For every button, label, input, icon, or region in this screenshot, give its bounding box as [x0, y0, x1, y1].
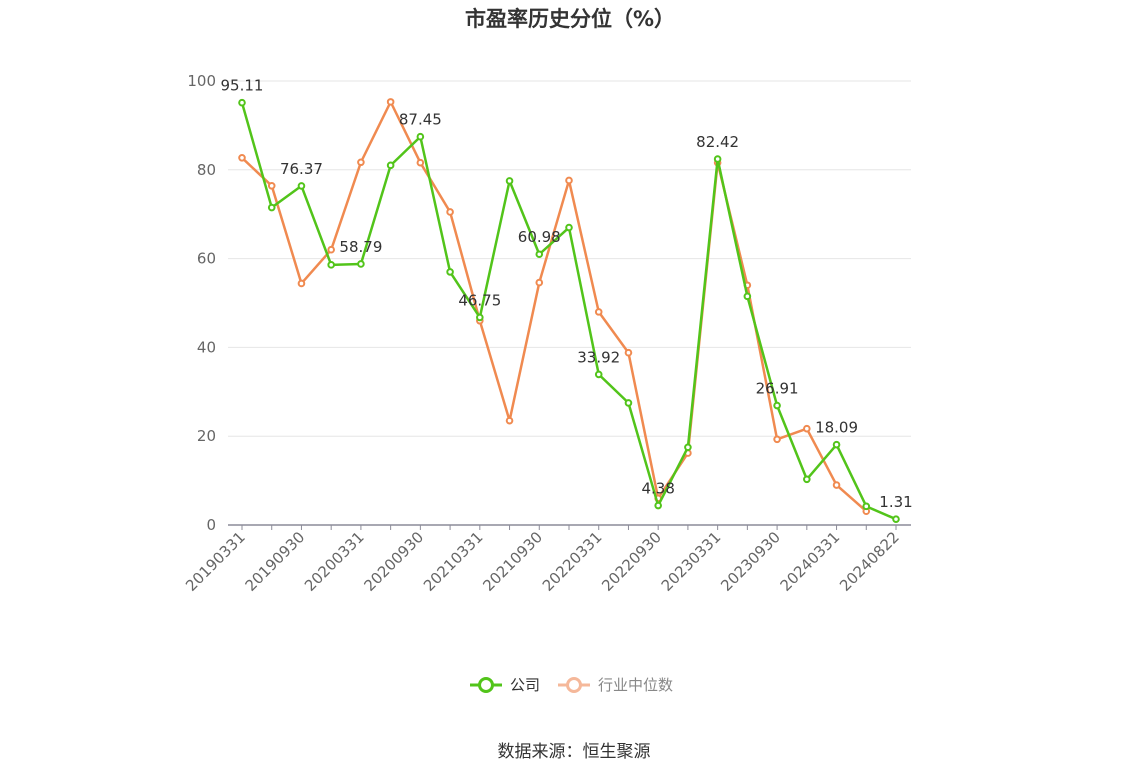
data-label: 76.37	[280, 160, 323, 178]
chart-title: 市盈率历史分位（%）	[465, 7, 675, 31]
x-tick-label: 20200331	[301, 528, 368, 595]
x-tick-label: 20230930	[717, 528, 784, 595]
y-tick-label: 60	[197, 250, 216, 268]
data-label: 58.79	[339, 238, 382, 256]
x-tick-label: 20200930	[360, 528, 427, 595]
x-tick-label: 20220331	[539, 528, 606, 595]
legend[interactable]: 公司 行业中位数	[470, 676, 673, 694]
data-point[interactable]	[862, 502, 871, 511]
data-point[interactable]	[327, 261, 335, 269]
data-label: 60.98	[518, 228, 561, 246]
legend-item-company[interactable]: 公司	[470, 676, 540, 694]
data-point[interactable]	[803, 475, 811, 484]
data-label: 82.42	[696, 133, 739, 151]
data-point[interactable]	[832, 440, 841, 449]
data-point[interactable]	[386, 161, 395, 170]
data-point[interactable]	[624, 399, 633, 407]
data-point[interactable]	[505, 416, 514, 425]
data-point[interactable]	[238, 154, 246, 162]
x-axis: 2019033120190930202003312020093020210331…	[182, 524, 911, 595]
data-point[interactable]	[624, 348, 633, 357]
x-tick-label: 20230331	[658, 528, 725, 595]
data-point[interactable]	[357, 158, 365, 167]
y-tick-label: 0	[206, 516, 216, 534]
data-point[interactable]	[238, 98, 246, 107]
data-point[interactable]	[684, 443, 692, 452]
legend-item-industry[interactable]: 行业中位数	[558, 676, 673, 694]
data-point[interactable]	[297, 182, 306, 190]
data-point[interactable]	[743, 292, 752, 301]
data-point[interactable]	[594, 370, 603, 379]
data-label: 26.91	[756, 380, 799, 398]
legend-industry-label: 行业中位数	[598, 676, 673, 694]
y-tick-label: 20	[197, 427, 216, 445]
data-point[interactable]	[565, 176, 573, 185]
data-point[interactable]	[297, 279, 306, 288]
legend-company-marker	[478, 677, 494, 693]
data-point[interactable]	[416, 132, 425, 141]
y-tick-label: 40	[197, 338, 216, 356]
data-point[interactable]	[505, 177, 514, 185]
legend-company-label: 公司	[510, 676, 540, 694]
data-point[interactable]	[713, 155, 722, 163]
data-point[interactable]	[892, 515, 900, 523]
series-layer	[238, 98, 900, 523]
data-point[interactable]	[446, 268, 454, 276]
data-point[interactable]	[386, 98, 395, 106]
data-point[interactable]	[654, 501, 662, 510]
data-point[interactable]	[832, 481, 841, 489]
data-point[interactable]	[267, 181, 276, 190]
data-label: 87.45	[399, 111, 442, 129]
data-point[interactable]	[535, 250, 544, 259]
y-tick-label: 100	[187, 72, 216, 90]
data-label: 46.75	[458, 291, 501, 309]
data-point[interactable]	[594, 308, 603, 316]
data-point[interactable]	[803, 424, 811, 433]
data-point[interactable]	[267, 203, 276, 212]
x-tick-label: 20210331	[420, 528, 487, 595]
data-point[interactable]	[535, 278, 544, 287]
x-tick-label: 20190331	[182, 528, 249, 595]
data-point[interactable]	[565, 223, 573, 232]
data-point[interactable]	[773, 401, 781, 410]
series-company	[238, 98, 900, 523]
x-tick-label: 20190930	[242, 528, 309, 595]
x-tick-label: 20240822	[836, 528, 903, 595]
y-axis: 0 20 40 60 80 100	[187, 72, 216, 534]
data-label: 4.38	[641, 480, 674, 498]
data-label: 1.31	[879, 493, 912, 511]
data-point[interactable]	[476, 313, 484, 322]
data-point[interactable]	[416, 158, 425, 167]
series-industry-median	[238, 98, 871, 516]
legend-industry-marker	[566, 677, 582, 693]
data-label: 18.09	[815, 419, 858, 437]
data-source: 数据来源：恒生聚源	[498, 742, 651, 762]
series-line	[241, 100, 868, 513]
data-label: 95.11	[221, 77, 264, 95]
data-labels: 95.11 76.37 58.79 87.45 46.75 60.98 33.92 4.38 8…	[221, 77, 913, 511]
x-tick-label: 20240331	[777, 528, 844, 595]
data-label: 33.92	[577, 348, 620, 366]
data-point[interactable]	[446, 208, 454, 216]
series-line	[240, 102, 897, 521]
x-tick-label: 20210930	[479, 528, 546, 595]
y-tick-label: 80	[197, 161, 216, 179]
data-point[interactable]	[327, 245, 335, 254]
data-point[interactable]	[773, 435, 781, 444]
grid-lines	[228, 80, 911, 437]
data-point[interactable]	[357, 260, 365, 268]
x-tick-label: 20220930	[598, 528, 665, 595]
